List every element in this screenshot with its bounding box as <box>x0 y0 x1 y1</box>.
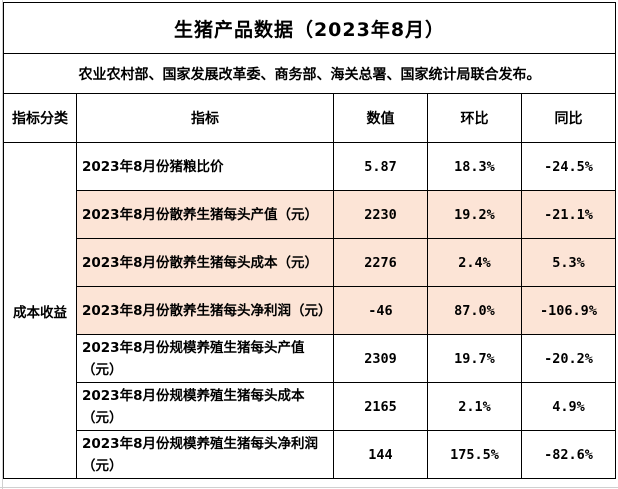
table-row: 2023年8月份散养生猪每头产值（元） 2230 19.2% -21.1% <box>4 190 616 239</box>
mom-cell[interactable]: 2.4% <box>427 238 522 287</box>
mom-cell[interactable]: 19.2% <box>427 190 522 239</box>
table-row: 2023年8月份规模养殖生猪每头净利润（元） 144 175.5% -82.6% <box>4 430 616 479</box>
indicator-cell[interactable]: 2023年8月份散养生猪每头产值（元） <box>76 190 334 239</box>
table-row: 2023年8月份规模养殖生猪每头成本（元） 2165 2.1% 4.9% <box>4 382 616 431</box>
indicator-cell[interactable]: 2023年8月份散养生猪每头成本（元） <box>76 238 334 287</box>
column-header-yoy[interactable]: 同比 <box>521 93 616 143</box>
mom-cell[interactable]: 175.5% <box>427 430 522 479</box>
yoy-cell[interactable]: 5.3% <box>521 238 616 287</box>
value-cell[interactable]: 2276 <box>333 238 428 287</box>
indicator-cell[interactable]: 2023年8月份规模养殖生猪每头产值（元） <box>76 334 334 383</box>
mom-cell[interactable]: 87.0% <box>427 286 522 335</box>
pig-product-data-table: 生猪产品数据（2023年8月） 农业农村部、国家发展改革委、商务部、海关总署、国… <box>3 2 616 479</box>
column-header-indicator[interactable]: 指标 <box>76 93 334 143</box>
value-cell[interactable]: 144 <box>333 430 428 479</box>
yoy-cell[interactable]: -82.6% <box>521 430 616 479</box>
column-header-category[interactable]: 指标分类 <box>3 93 77 143</box>
header-row: 指标分类 指标 数值 环比 同比 <box>3 93 616 143</box>
column-header-mom[interactable]: 环比 <box>427 93 522 143</box>
table-subtitle: 农业农村部、国家发展改革委、商务部、海关总署、国家统计局联合发布。 <box>3 53 616 94</box>
mom-cell[interactable]: 2.1% <box>427 382 522 431</box>
yoy-cell[interactable]: -21.1% <box>521 190 616 239</box>
value-cell[interactable]: -46 <box>333 286 428 335</box>
yoy-cell[interactable]: -24.5% <box>521 142 616 191</box>
table-row: 2023年8月份规模养殖生猪每头产值（元） 2309 19.7% -20.2% <box>4 334 616 383</box>
table-row: 成本收益 2023年8月份猪粮比价 5.87 18.3% -24.5% <box>3 142 616 479</box>
yoy-cell[interactable]: -20.2% <box>521 334 616 383</box>
table-title: 生猪产品数据（2023年8月） <box>3 2 616 54</box>
table-row: 2023年8月份散养生猪每头净利润（元） -46 87.0% -106.9% <box>4 286 616 335</box>
yoy-cell[interactable]: -106.9% <box>521 286 616 335</box>
sheet-gridline <box>0 487 618 488</box>
indicator-cell[interactable]: 2023年8月份规模养殖生猪每头成本（元） <box>76 382 334 431</box>
category-cell[interactable]: 成本收益 <box>3 142 77 479</box>
value-cell[interactable]: 5.87 <box>333 142 428 191</box>
table-row: 2023年8月份散养生猪每头成本（元） 2276 2.4% 5.3% <box>4 238 616 287</box>
value-cell[interactable]: 2309 <box>333 334 428 383</box>
column-header-value[interactable]: 数值 <box>333 93 428 143</box>
mom-cell[interactable]: 18.3% <box>427 142 522 191</box>
sheet-gridline <box>2 0 3 489</box>
value-cell[interactable]: 2230 <box>333 190 428 239</box>
value-cell[interactable]: 2165 <box>333 382 428 431</box>
yoy-cell[interactable]: 4.9% <box>521 382 616 431</box>
indicator-cell[interactable]: 2023年8月份散养生猪每头净利润（元） <box>76 286 334 335</box>
indicator-cell[interactable]: 2023年8月份猪粮比价 <box>76 142 334 191</box>
indicator-cell[interactable]: 2023年8月份规模养殖生猪每头净利润（元） <box>76 430 334 479</box>
mom-cell[interactable]: 19.7% <box>427 334 522 383</box>
